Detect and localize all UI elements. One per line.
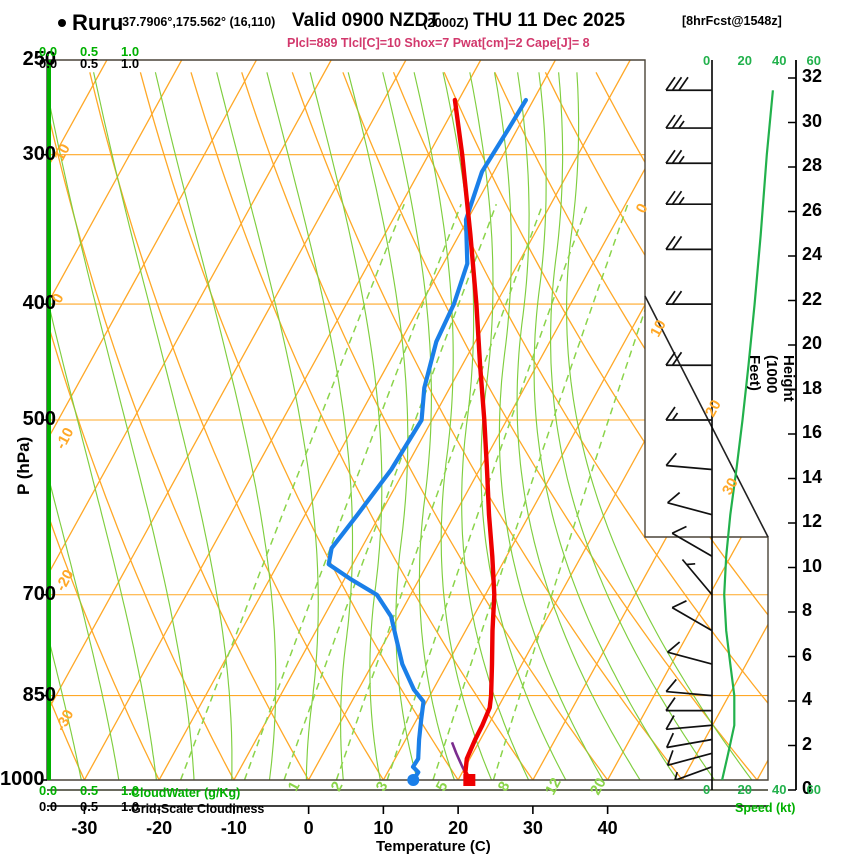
height-tick-32: 32 — [802, 66, 823, 86]
cloudwater-axis-label: CloudWater (g/Kg) — [131, 786, 241, 800]
pressure-tick-700: 700 — [22, 582, 56, 605]
cloudwater-tick-0.0: 0.0 — [39, 783, 58, 798]
wind-barb — [666, 750, 713, 767]
pressure-tick-1000: 1000 — [0, 768, 45, 790]
wind-barb — [665, 406, 712, 421]
wind-barb — [671, 600, 713, 632]
cloudwater-tick-top-0.5: 0.5 — [80, 44, 99, 59]
temperature-trace — [452, 97, 497, 780]
surface-dewpoint — [407, 774, 420, 786]
height-tick-28: 28 — [802, 155, 823, 175]
height-tick-4: 4 — [802, 689, 813, 709]
cloudiness-tick-top-1.0: 1.0 — [121, 56, 140, 71]
wind-barbs — [665, 76, 713, 780]
temperature-tick-40: 40 — [597, 818, 618, 838]
cloudiness-tick-0.0: 0.0 — [39, 799, 58, 814]
speed-tick-top-0: 0 — [703, 53, 711, 68]
wind-barb — [665, 697, 712, 712]
grid-lines — [47, 60, 768, 780]
height-tick-24: 24 — [802, 244, 823, 264]
speed-tick-20: 20 — [737, 782, 752, 797]
cloudwater-tick-top-1.0: 1.0 — [121, 44, 140, 59]
cloudiness-tick-0.5: 0.5 — [80, 799, 99, 814]
wind-barb — [665, 351, 712, 367]
wind-barb — [665, 715, 713, 731]
height-tick-12: 12 — [802, 511, 823, 531]
temperature-tick--30: -30 — [71, 818, 98, 838]
speed-tick-top-60: 60 — [806, 53, 821, 68]
speed-tick-60: 60 — [806, 782, 821, 797]
height-tick-20: 20 — [802, 333, 823, 353]
height-tick-16: 16 — [802, 422, 823, 442]
axis-ticks — [41, 59, 796, 814]
height-tick-30: 30 — [802, 110, 823, 131]
wind-speed-trace — [721, 90, 774, 781]
wind-barb — [665, 678, 713, 697]
sounding-parameters: Plcl=889 Tlcl[C]=10 Shox=7 Pwat[cm]=2 Ca… — [287, 36, 590, 50]
height-tick-8: 8 — [802, 600, 813, 620]
speed-tick-top-20: 20 — [737, 53, 752, 68]
wind-barb — [665, 76, 712, 92]
temperature-tick-10: 10 — [373, 818, 394, 838]
cloudwater-tick-0.5: 0.5 — [80, 783, 99, 798]
wind-barb — [681, 558, 713, 596]
wind-barb — [667, 641, 713, 665]
temperature-tick-30: 30 — [522, 818, 543, 838]
speed-tick-top-40: 40 — [772, 53, 787, 68]
station-name: Ruru — [72, 10, 124, 35]
surface-markers — [407, 774, 476, 786]
cloudiness-axis-label: Grid-Scale Cloudiness — [131, 802, 265, 816]
pressure-tick-300: 300 — [22, 142, 56, 165]
valid-time-utc: (2000Z) — [423, 15, 469, 30]
dewpoint-trace — [326, 97, 529, 780]
height-tick-6: 6 — [802, 644, 813, 665]
height-tick-10: 10 — [802, 555, 823, 576]
wind-barb — [665, 190, 712, 206]
surface-temperature — [463, 774, 476, 786]
pressure-tick-250: 250 — [22, 48, 56, 70]
temperature-tick--10: -10 — [220, 818, 247, 838]
cloudwater-tick-1.0: 1.0 — [121, 783, 140, 798]
valid-time: Valid 0900 NZDT — [292, 10, 440, 31]
wind-barb — [665, 149, 712, 165]
height-axis-label: Height (1000 Feet) — [746, 355, 797, 402]
temperature-tick-20: 20 — [448, 818, 469, 838]
wind-barb — [665, 452, 713, 471]
cloudwater-tick-top-0.0: 0.0 — [39, 44, 58, 59]
wind-barb — [665, 114, 712, 129]
station-coords: -37.7906°,175.562° (16,110) — [118, 15, 276, 29]
height-tick-22: 22 — [802, 288, 823, 309]
cloudiness-tick-top-0.0: 0.0 — [39, 56, 58, 71]
wind-barb — [665, 290, 712, 305]
height-tick-14: 14 — [802, 466, 823, 487]
wind-barb — [665, 235, 712, 251]
wind-barb — [665, 732, 713, 749]
cloudiness-tick-top-0.5: 0.5 — [80, 56, 99, 71]
speed-axis-label: Speed (kt) — [735, 801, 796, 815]
station-dot-icon — [58, 19, 66, 27]
temperature-axis-label: Temperature (C) — [376, 838, 491, 855]
valid-date: THU 11 Dec 2025 — [473, 10, 626, 31]
temperature-tick--20: -20 — [146, 818, 173, 838]
cloudiness-tick-1.0: 1.0 — [121, 799, 140, 814]
height-tick-2: 2 — [802, 733, 813, 754]
wind-barb — [667, 491, 713, 516]
height-tick-26: 26 — [802, 199, 823, 220]
height-tick-0: 0 — [802, 778, 813, 798]
wind-barb — [673, 766, 713, 780]
temperature-tick-0: 0 — [303, 818, 314, 838]
speed-tick-0: 0 — [703, 782, 711, 797]
pressure-tick-850: 850 — [22, 683, 56, 706]
plot-frame — [46, 59, 797, 807]
pressure-axis-label: P (hPa) — [14, 436, 33, 495]
height-tick-18: 18 — [802, 377, 823, 398]
wind-barb — [671, 525, 713, 558]
pressure-tick-500: 500 — [22, 408, 56, 430]
pressure-tick-400: 400 — [22, 292, 56, 315]
speed-tick-40: 40 — [772, 782, 787, 797]
forecast-stamp: [8hrFcst@1548z] — [682, 14, 782, 28]
